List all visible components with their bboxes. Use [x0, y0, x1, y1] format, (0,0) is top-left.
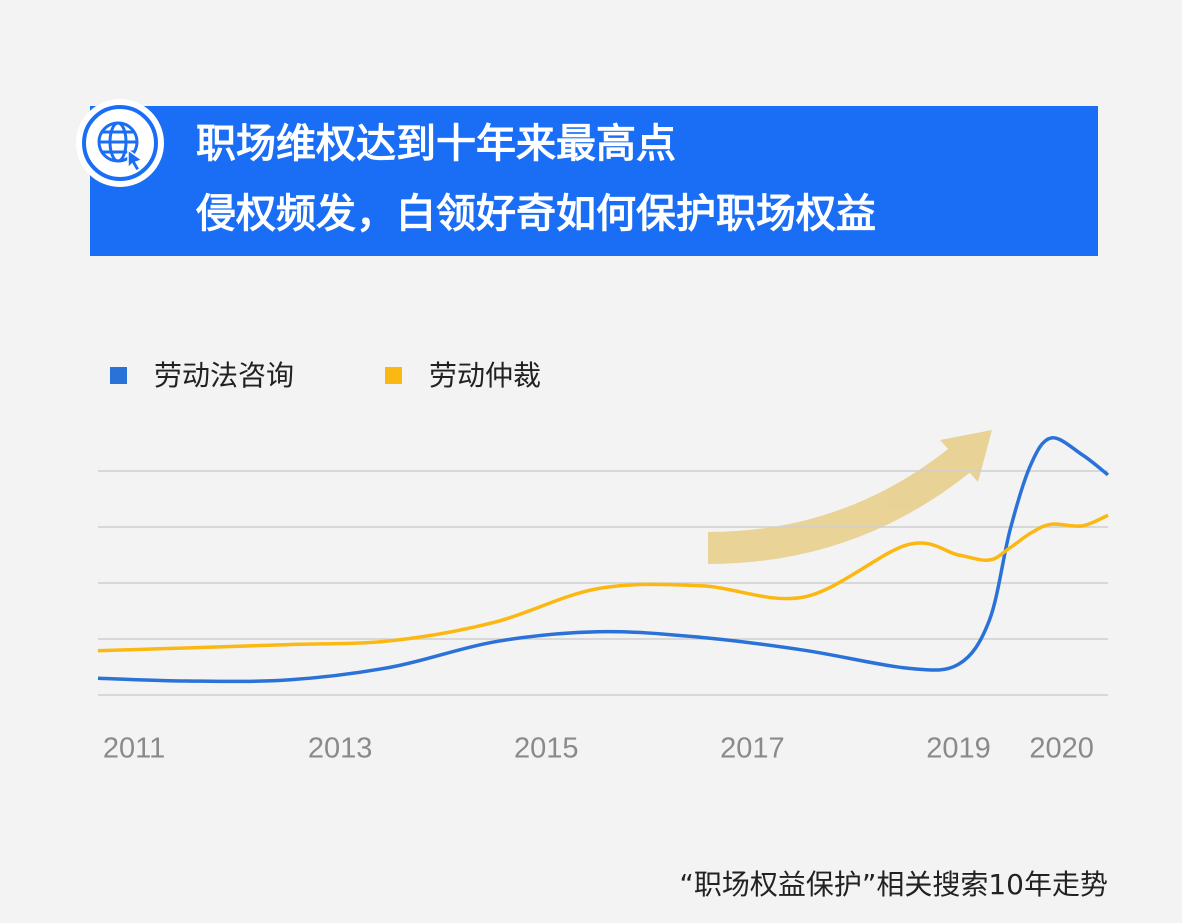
trend-arrow [707, 430, 992, 564]
x-tick-label: 2011 [103, 733, 165, 765]
legend-swatch [385, 367, 402, 384]
globe-icon [76, 99, 164, 187]
legend-label: 劳动仲裁 [429, 359, 541, 392]
x-tick-label: 2015 [514, 733, 579, 765]
legend-swatch [110, 367, 127, 384]
x-tick-label: 2019 [926, 733, 991, 765]
legend-label: 劳动法咨询 [154, 359, 294, 392]
line-series [97, 436, 1110, 684]
x-tick-label: 2017 [720, 733, 785, 765]
chart-title: 职场维权达到十年来最高点 [196, 121, 676, 167]
line-series [97, 513, 1109, 653]
title-banner [90, 106, 1098, 256]
chart-subtitle: 侵权频发，白领好奇如何保护职场权益 [195, 191, 876, 237]
x-tick-label: 2013 [308, 733, 373, 765]
x-tick-label: 2020 [1029, 733, 1094, 765]
caption: “职场权益保护”相关搜索10年走势 [679, 868, 1108, 901]
